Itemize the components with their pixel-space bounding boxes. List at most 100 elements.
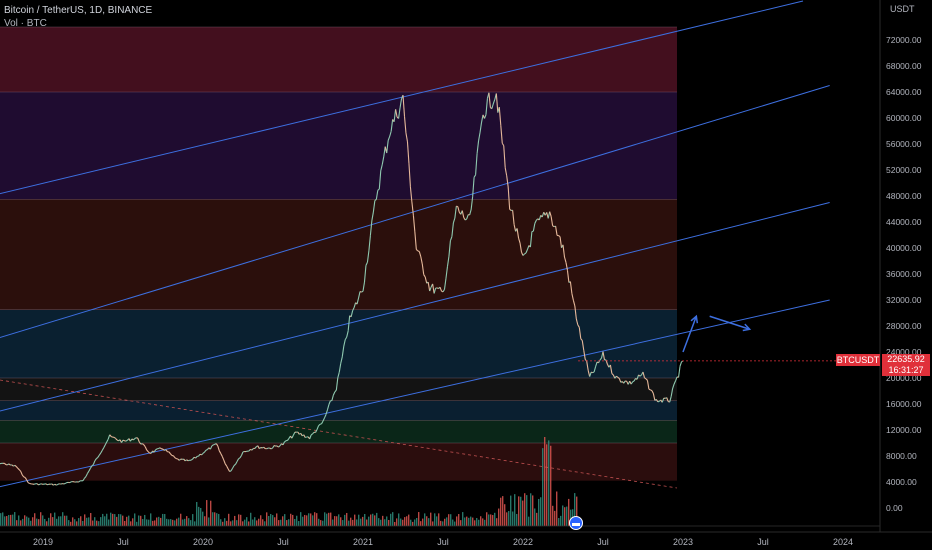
volume-bar <box>568 498 570 526</box>
price-segment <box>572 300 576 307</box>
symbol-title[interactable]: Bitcoin / TetherUS, 1D, BINANCE <box>4 5 153 16</box>
price-segment <box>473 174 477 178</box>
price-segment <box>516 228 520 239</box>
volume-bar <box>476 517 478 526</box>
price-segment <box>158 447 161 449</box>
price-segment <box>421 263 425 275</box>
price-segment <box>155 448 158 451</box>
price-segment <box>466 214 469 220</box>
price-segment <box>270 447 273 450</box>
volume-bar <box>24 515 26 526</box>
price-segment <box>618 378 622 383</box>
volume-bar <box>492 515 494 526</box>
volume-bar <box>308 513 310 526</box>
volume-bar <box>62 512 64 526</box>
volume-bar <box>322 520 324 526</box>
last-price-value: 22635.92 <box>887 354 925 364</box>
price-segment <box>13 464 16 467</box>
volume-indicator-label[interactable]: Vol · BTC <box>4 18 47 29</box>
volume-bar <box>8 514 10 526</box>
price-segment <box>217 445 220 451</box>
price-segment <box>446 256 450 267</box>
volume-bar <box>478 519 480 526</box>
volume-bar <box>96 520 98 526</box>
volume-bar <box>78 518 80 526</box>
price-segment <box>518 237 521 244</box>
time-tick-label: 2020 <box>193 537 213 547</box>
volume-bar <box>566 506 568 526</box>
volume-bar <box>352 519 354 526</box>
price-segment <box>595 361 598 367</box>
volume-bar <box>336 516 338 526</box>
price-segment <box>532 223 536 232</box>
volume-bar <box>426 516 428 526</box>
volume-bar <box>334 516 336 526</box>
price-segment <box>361 290 364 293</box>
volume-bar <box>286 520 288 526</box>
volume-bar <box>548 440 550 526</box>
volume-bar <box>128 515 130 526</box>
volume-bar <box>480 516 482 526</box>
price-segment <box>239 455 242 459</box>
price-segment <box>273 445 276 447</box>
price-segment <box>209 445 213 450</box>
price-segment <box>287 438 290 441</box>
us-flag-icon[interactable] <box>569 516 583 530</box>
volume-bar <box>326 513 328 526</box>
price-tick-label: 40000.00 <box>886 243 922 253</box>
ticker-badge: BTCUSDT <box>836 354 880 366</box>
price-segment <box>464 218 468 221</box>
volume-bar <box>466 516 468 526</box>
price-segment <box>356 297 360 305</box>
volume-bar <box>240 514 242 526</box>
price-segment <box>141 443 145 446</box>
chart-legend: Bitcoin / TetherUS, 1D, BINANCE Vol · BT… <box>4 4 152 30</box>
price-segment <box>341 346 345 357</box>
price-tick-label: 32000.00 <box>886 295 922 305</box>
price-segment <box>272 445 275 449</box>
volume-bar <box>256 520 258 526</box>
price-segment <box>168 451 171 455</box>
price-segment <box>229 470 232 473</box>
volume-bar <box>60 516 62 526</box>
price-segment <box>84 476 87 479</box>
price-segment <box>420 256 423 264</box>
price-tick-label: 0.00 <box>886 503 903 513</box>
price-segment <box>483 114 487 119</box>
volume-bar <box>280 519 282 526</box>
price-segment <box>362 281 366 292</box>
volume-bar <box>12 514 14 526</box>
price-segment <box>350 310 354 317</box>
volume-bar <box>556 491 558 526</box>
price-segment <box>538 215 542 221</box>
price-segment <box>630 381 634 385</box>
price-segment <box>214 443 217 445</box>
volume-bar <box>70 521 72 526</box>
volume-bar <box>418 512 420 526</box>
volume-bar <box>338 514 340 526</box>
volume-bar <box>554 510 556 526</box>
price-segment <box>164 449 167 451</box>
price-segment <box>57 483 60 485</box>
volume-bar <box>6 516 8 526</box>
price-segment <box>53 483 56 486</box>
price-band-6 <box>0 420 677 443</box>
price-segment <box>346 330 349 338</box>
price-segment <box>235 461 238 465</box>
price-segment <box>429 286 432 292</box>
price-segment <box>132 438 136 441</box>
price-tick-label: 8000.00 <box>886 451 917 461</box>
volume-bar <box>482 518 484 526</box>
volume-bar <box>284 514 286 526</box>
price-segment <box>202 451 205 454</box>
price-segment <box>292 431 296 436</box>
volume-bar <box>260 515 262 526</box>
price-segment <box>657 400 660 403</box>
price-segment <box>678 366 681 378</box>
volume-bar <box>272 515 274 526</box>
price-segment <box>328 400 331 405</box>
price-axis-background <box>880 0 932 550</box>
volume-bar <box>46 521 48 526</box>
price-segment <box>45 483 48 486</box>
